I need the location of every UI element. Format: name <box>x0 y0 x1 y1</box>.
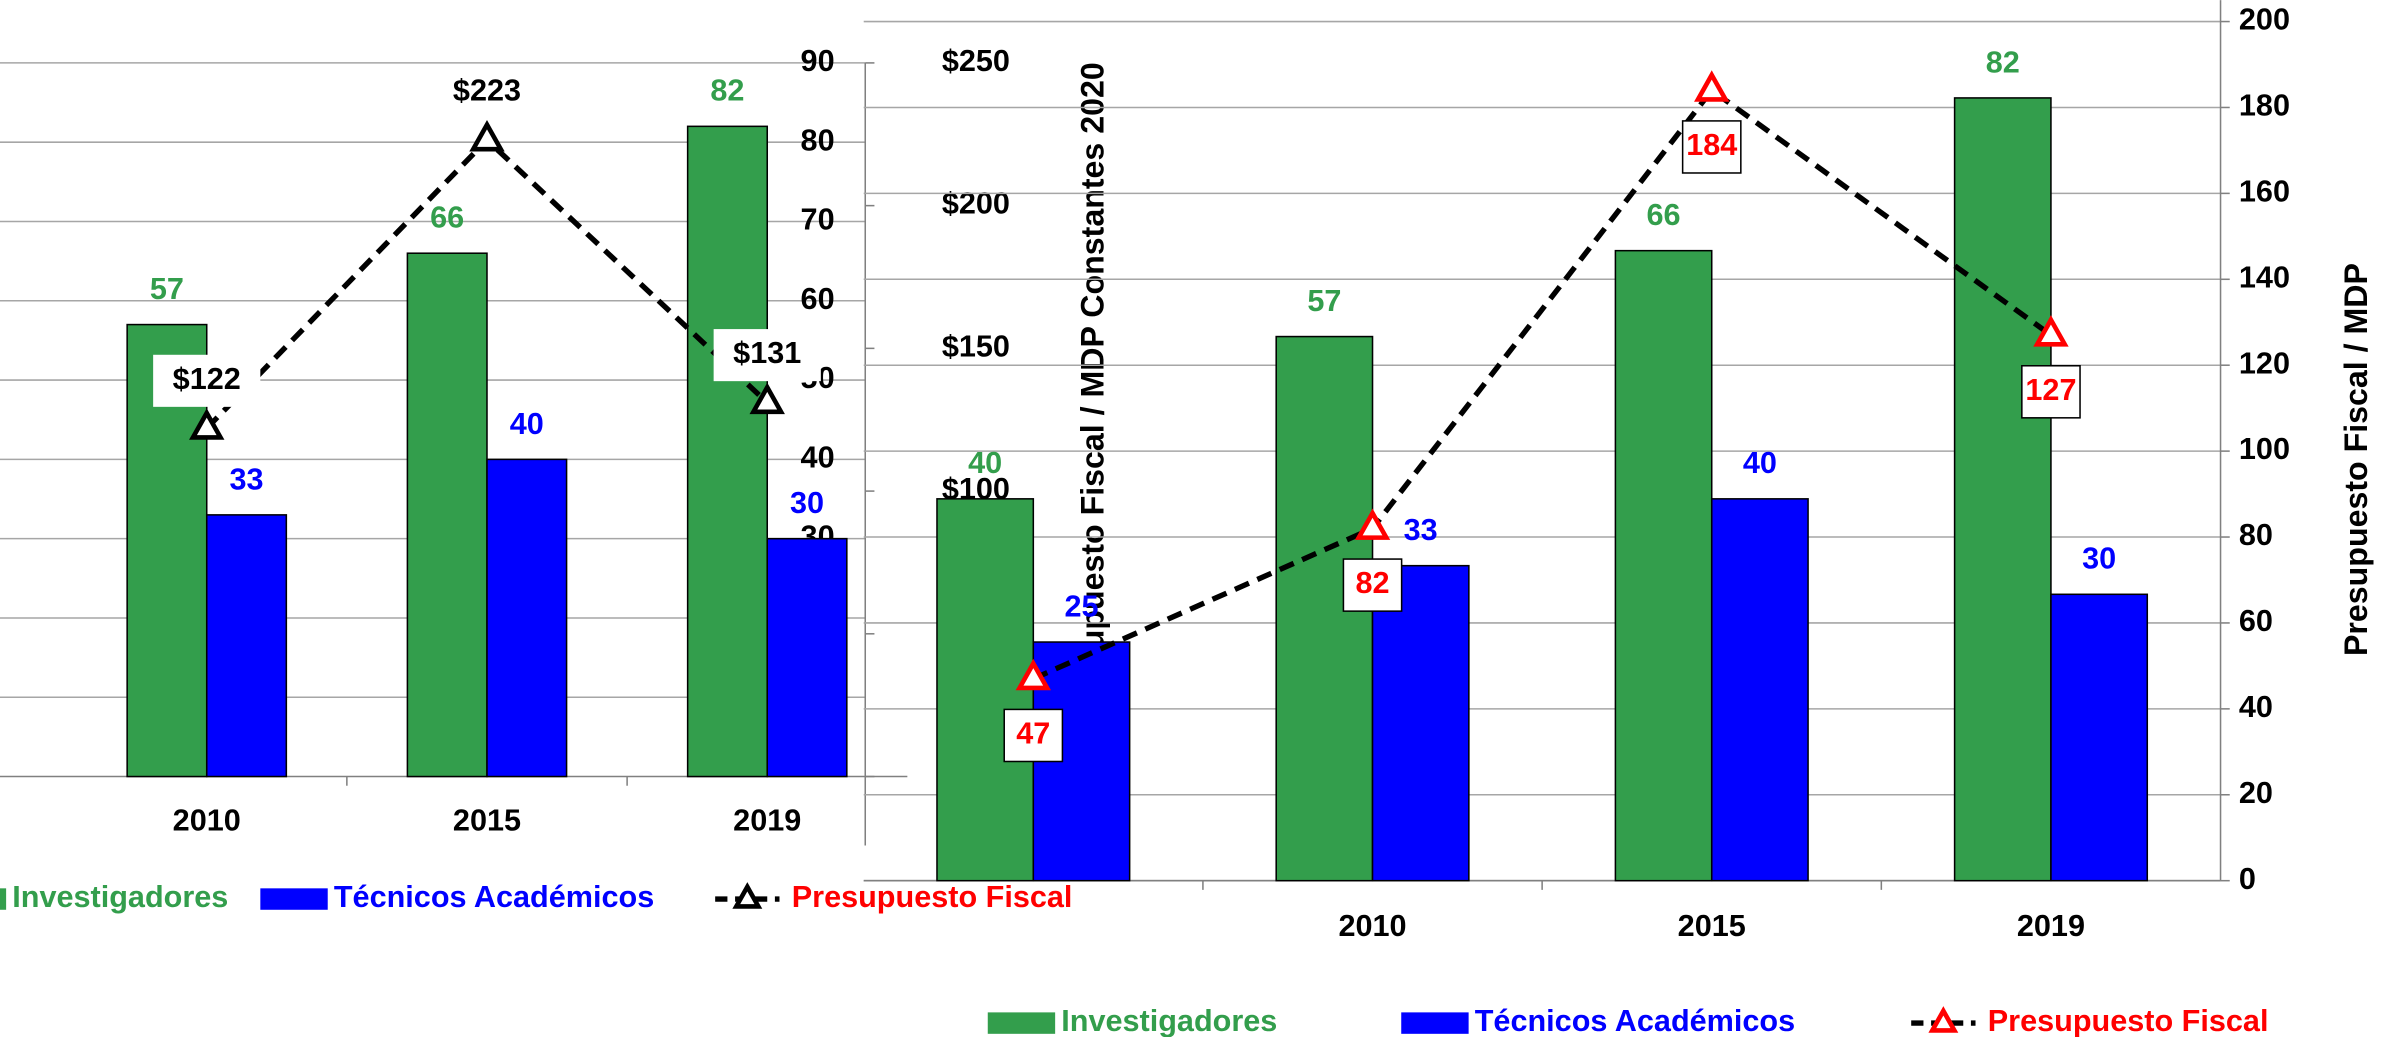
y2-tick-label: $150 <box>942 329 1010 363</box>
y2-tick-label: 160 <box>2239 174 2290 208</box>
value-label: 40 <box>510 407 544 441</box>
legend-label: Investigadores <box>1061 1004 1277 1037</box>
y2-tick-label: 200 <box>2239 3 2290 37</box>
x-tick-label: 2015 <box>1678 909 1746 943</box>
y2-tick-label: $250 <box>942 44 1010 78</box>
value-label: 57 <box>150 272 184 306</box>
x-tick-label: 2015 <box>453 804 521 838</box>
value-label: 127 <box>2025 373 2076 407</box>
x-tick-label: 2019 <box>733 804 801 838</box>
x-tick-label: 2019 <box>2017 909 2085 943</box>
bar <box>2051 594 2147 880</box>
x-tick-label: 2010 <box>1338 909 1406 943</box>
bar <box>767 539 847 777</box>
value-label: $122 <box>173 362 241 396</box>
legend-swatch <box>260 888 327 909</box>
legend-swatch <box>1401 1012 1468 1033</box>
bar <box>1712 499 1808 881</box>
value-label: 30 <box>2082 542 2116 576</box>
y2-tick-label: 60 <box>2239 604 2273 638</box>
bar <box>1615 251 1711 881</box>
value-label: 82 <box>1986 45 2020 79</box>
y2-axis-title: Presupuesto Fiscal / MDP <box>2338 263 2374 656</box>
legend-marker <box>1932 1011 1954 1031</box>
y2-tick-label: 180 <box>2239 89 2290 123</box>
y-tick-label: 40 <box>801 440 835 474</box>
bar <box>487 459 567 776</box>
legend-swatch <box>0 888 6 909</box>
y2-tick-label: 140 <box>2239 260 2290 294</box>
legend-label: Investigadores <box>12 880 228 914</box>
value-label: 25 <box>1064 589 1098 623</box>
y-tick-label: 60 <box>801 282 835 316</box>
value-label: 57 <box>1307 284 1341 318</box>
value-label: 30 <box>790 486 824 520</box>
value-label: 40 <box>1743 446 1777 480</box>
bar <box>207 515 287 777</box>
y2-tick-label: 40 <box>2239 690 2273 724</box>
line-marker <box>473 125 501 150</box>
value-label: 82 <box>710 74 744 108</box>
chart: 102030405060708090$-$50$100$150$200$250P… <box>0 0 2389 1037</box>
x-tick-label: 2010 <box>173 804 241 838</box>
value-label: 33 <box>230 462 264 496</box>
bar <box>688 126 768 776</box>
value-label: 47 <box>1016 717 1050 751</box>
line-marker <box>1698 75 1726 100</box>
y-tick-label: 90 <box>801 44 835 78</box>
value-label: 184 <box>1686 128 1737 162</box>
line <box>1033 90 2051 678</box>
y2-tick-label: 20 <box>2239 776 2273 810</box>
legend-swatch <box>988 1012 1055 1033</box>
y2-tick-label: 0 <box>2239 862 2256 896</box>
value-label: 66 <box>1647 198 1681 232</box>
value-label: 33 <box>1404 513 1438 547</box>
legend-label: Presupuesto Fiscal <box>792 880 1073 914</box>
legend-label: Técnicos Académicos <box>334 880 654 914</box>
y-tick-label: 80 <box>801 123 835 157</box>
y2-tick-label: 120 <box>2239 346 2290 380</box>
legend-label: Presupuesto Fiscal <box>1988 1004 2269 1037</box>
bar <box>407 253 487 776</box>
bar <box>1373 566 1469 881</box>
legend-label: Técnicos Académicos <box>1475 1004 1795 1037</box>
y2-tick-label: $200 <box>942 187 1010 221</box>
value-label: $131 <box>733 336 801 370</box>
value-label: 40 <box>968 446 1002 480</box>
legend-marker <box>736 887 758 907</box>
value-label: $223 <box>453 74 521 108</box>
value-label: 66 <box>430 201 464 235</box>
bar <box>1955 98 2051 881</box>
y2-tick-label: 80 <box>2239 518 2273 552</box>
y2-tick-label: 100 <box>2239 432 2290 466</box>
value-label: 82 <box>1355 566 1389 600</box>
y-tick-label: 70 <box>801 203 835 237</box>
